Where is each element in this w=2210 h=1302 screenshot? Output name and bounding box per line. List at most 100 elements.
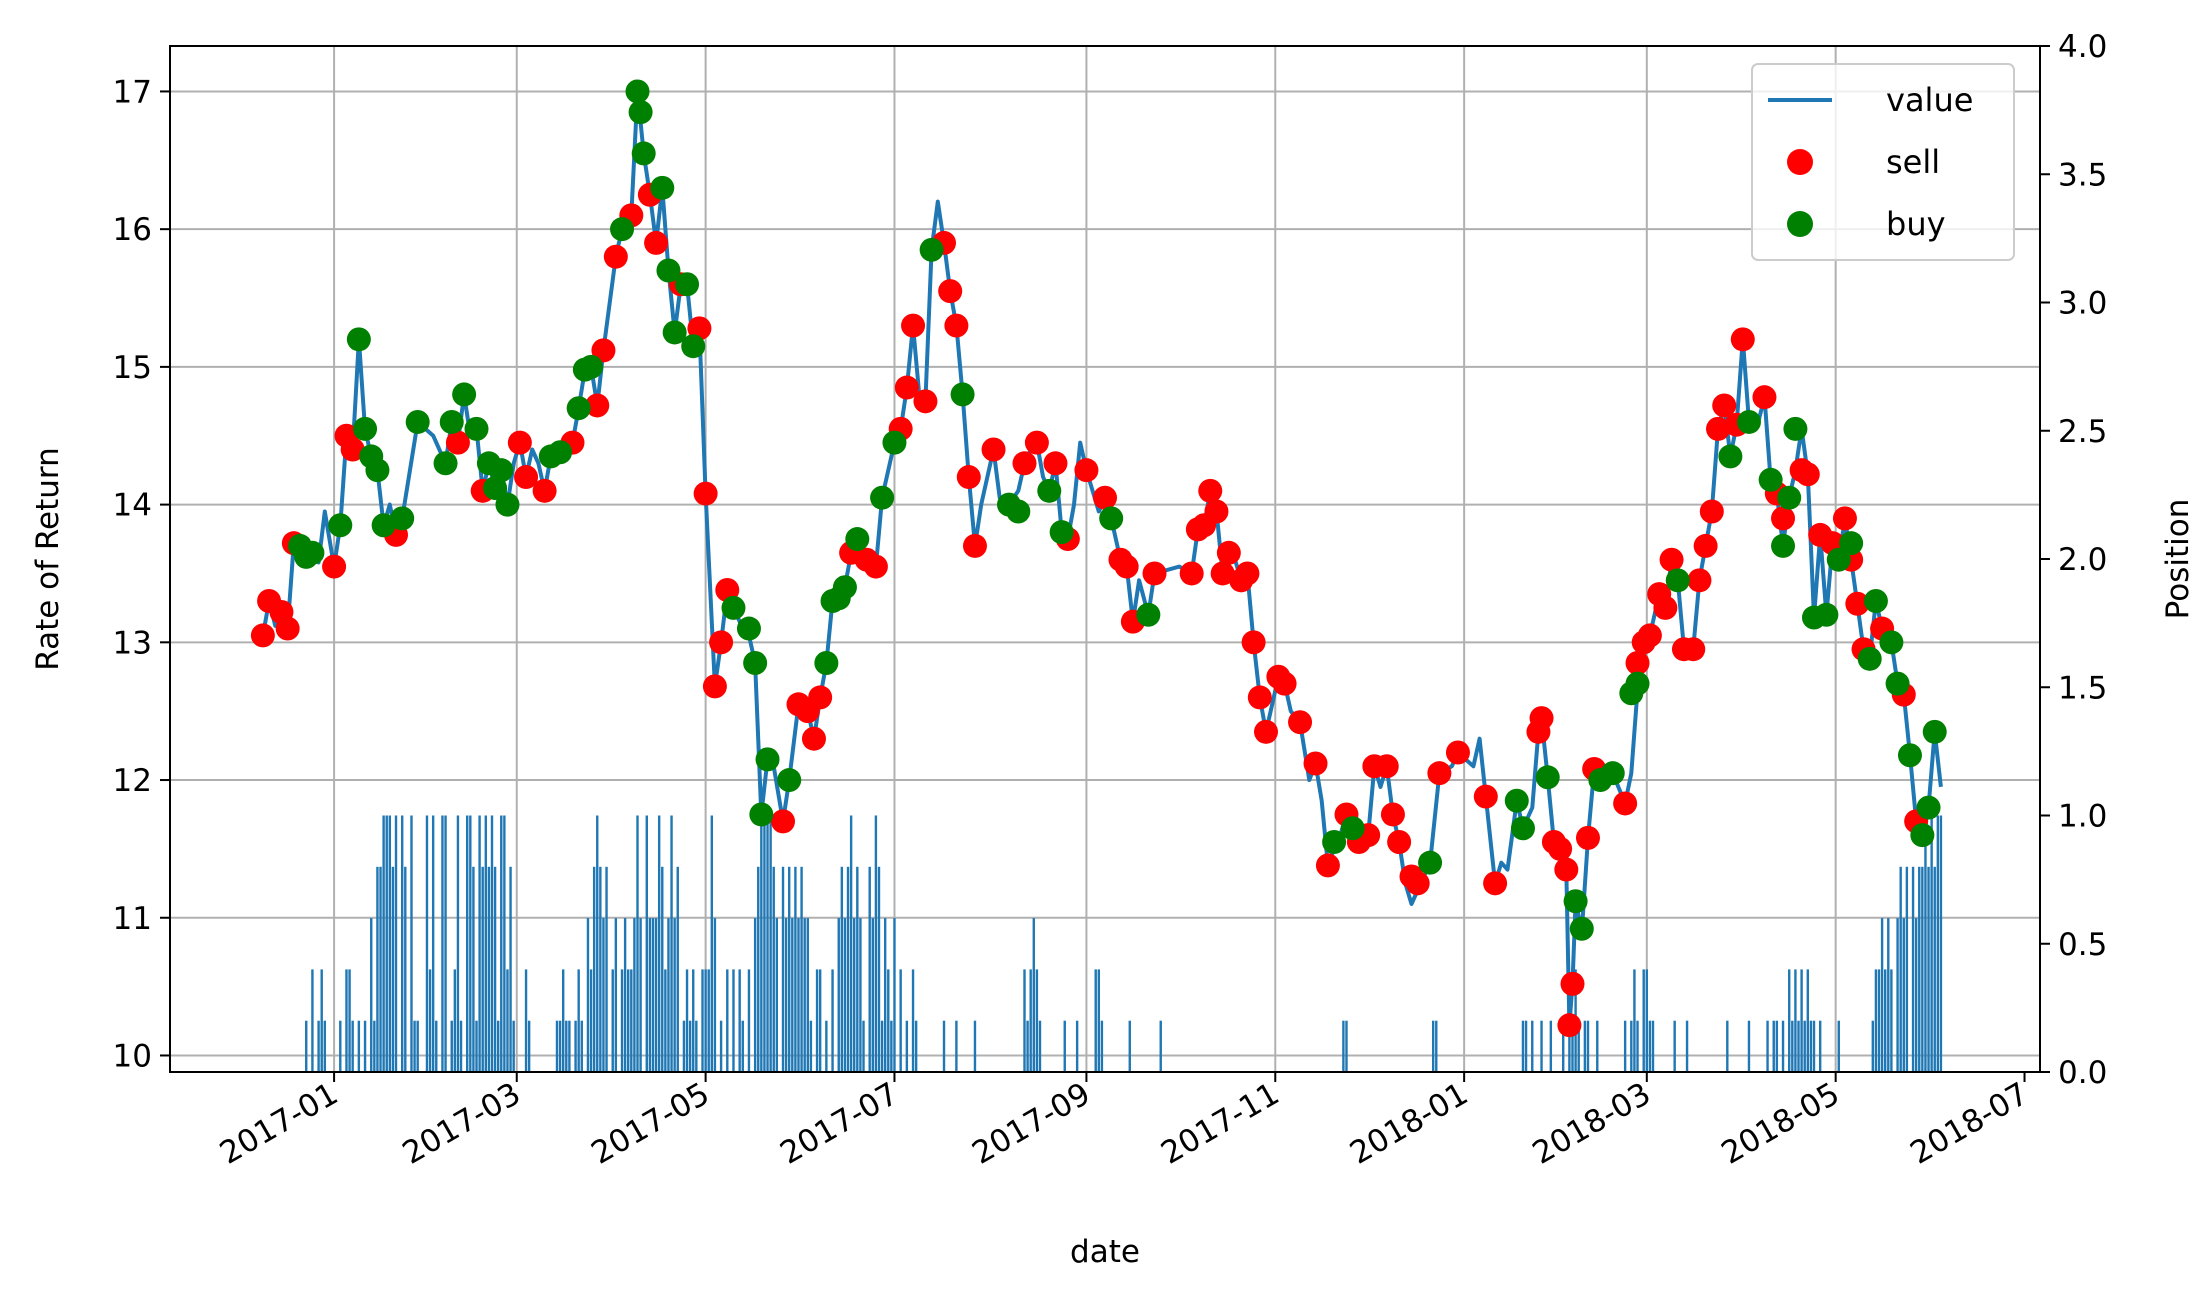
sell-marker bbox=[1752, 385, 1777, 410]
position-bar bbox=[747, 969, 751, 1072]
position-bar bbox=[484, 815, 487, 1072]
legend-buy-label: buy bbox=[1886, 205, 1946, 243]
position-bar bbox=[1032, 918, 1035, 1072]
buy-marker bbox=[681, 334, 706, 359]
sell-marker bbox=[1235, 561, 1260, 586]
buy-marker bbox=[656, 258, 681, 283]
position-bar bbox=[775, 918, 779, 1072]
position-bar bbox=[726, 969, 729, 1072]
position-bar bbox=[577, 969, 580, 1072]
position-bar bbox=[1924, 815, 1927, 1072]
position-bar bbox=[1633, 969, 1636, 1072]
sell-marker bbox=[1613, 791, 1638, 816]
sell-marker bbox=[532, 478, 557, 503]
position-bar bbox=[1806, 969, 1809, 1072]
position-bar bbox=[466, 815, 469, 1072]
y2-tick-label: 4.0 bbox=[2058, 29, 2107, 65]
sell-marker bbox=[340, 437, 365, 462]
position-bar bbox=[1342, 1020, 1345, 1072]
position-bar bbox=[772, 866, 775, 1072]
position-bar bbox=[1075, 1020, 1079, 1072]
position-bar bbox=[1038, 1020, 1042, 1072]
position-bar bbox=[636, 815, 639, 1072]
sell-marker bbox=[1548, 836, 1573, 861]
position-bar bbox=[654, 918, 658, 1072]
position-bar bbox=[370, 918, 373, 1072]
position-bar bbox=[1645, 969, 1649, 1072]
position-bar bbox=[1531, 1020, 1534, 1072]
buy-marker bbox=[439, 409, 464, 434]
position-bar bbox=[853, 918, 856, 1072]
position-bar bbox=[425, 815, 429, 1072]
buy-marker bbox=[1049, 520, 1074, 545]
position-bar bbox=[565, 1020, 568, 1072]
position-bar bbox=[475, 1020, 478, 1072]
position-bar bbox=[645, 815, 648, 1072]
buy-marker bbox=[631, 141, 656, 166]
position-bar bbox=[490, 815, 494, 1072]
buy-marker bbox=[1718, 444, 1743, 469]
position-bar bbox=[1029, 969, 1032, 1072]
buy-marker bbox=[628, 100, 653, 125]
position-bar bbox=[357, 1020, 361, 1072]
sell-marker bbox=[1771, 506, 1796, 531]
buy-marker bbox=[566, 396, 591, 421]
position-bar bbox=[1540, 1020, 1543, 1072]
sell-marker bbox=[1210, 561, 1235, 586]
sell-marker bbox=[1845, 591, 1870, 616]
buy-marker bbox=[346, 327, 371, 352]
position-bar bbox=[1026, 1020, 1029, 1072]
sell-marker bbox=[1653, 595, 1678, 620]
position-bar bbox=[1877, 969, 1881, 1072]
position-bar bbox=[973, 1020, 977, 1072]
sell-marker bbox=[1730, 327, 1755, 352]
buy-marker bbox=[749, 802, 774, 827]
position-bar bbox=[676, 866, 679, 1072]
position-bar bbox=[351, 1020, 354, 1072]
legend: value sell buy bbox=[1751, 63, 2015, 261]
y2-tick-label: 1.5 bbox=[2058, 670, 2107, 706]
position-bar bbox=[769, 815, 772, 1072]
position-bar bbox=[887, 969, 890, 1072]
position-bar bbox=[809, 1020, 813, 1072]
sell-marker bbox=[1529, 706, 1554, 731]
buy-marker bbox=[371, 513, 396, 538]
y-tick-label: 11 bbox=[113, 901, 152, 937]
position-bar bbox=[1596, 1020, 1599, 1072]
position-bar bbox=[890, 1020, 893, 1072]
position-bar bbox=[673, 918, 676, 1072]
position-bar bbox=[416, 1020, 419, 1072]
buy-marker bbox=[777, 768, 802, 793]
buy-marker bbox=[1885, 671, 1910, 696]
position-bar bbox=[1887, 918, 1890, 1072]
position-bar bbox=[1568, 1020, 1571, 1072]
position-bar bbox=[363, 1020, 367, 1072]
y2-tick-label: 1.0 bbox=[2058, 799, 2107, 835]
position-bar bbox=[339, 1020, 342, 1072]
position-bar bbox=[856, 866, 859, 1072]
buy-marker bbox=[548, 440, 573, 465]
y2-tick-label: 2.0 bbox=[2058, 542, 2107, 578]
position-bar bbox=[1794, 969, 1797, 1072]
position-bar bbox=[664, 969, 667, 1072]
buy-marker bbox=[405, 409, 430, 434]
y2-tick-label: 0.0 bbox=[2058, 1055, 2107, 1091]
buy-marker bbox=[1922, 719, 1947, 744]
position-bar bbox=[379, 866, 382, 1072]
position-bar bbox=[630, 969, 633, 1072]
position-bar bbox=[558, 1020, 562, 1072]
position-bar bbox=[1921, 866, 1924, 1072]
position-bar bbox=[444, 815, 447, 1072]
position-bar bbox=[1812, 1020, 1816, 1072]
buy-marker bbox=[919, 237, 944, 262]
position-bar bbox=[1896, 918, 1899, 1072]
position-bar bbox=[1035, 969, 1039, 1072]
buy-marker bbox=[845, 527, 870, 552]
position-bar bbox=[803, 918, 806, 1072]
position-bar bbox=[1586, 1020, 1590, 1072]
position-bar bbox=[877, 866, 881, 1072]
position-bar bbox=[837, 918, 840, 1072]
position-bar bbox=[788, 866, 791, 1072]
position-bar bbox=[599, 866, 602, 1072]
